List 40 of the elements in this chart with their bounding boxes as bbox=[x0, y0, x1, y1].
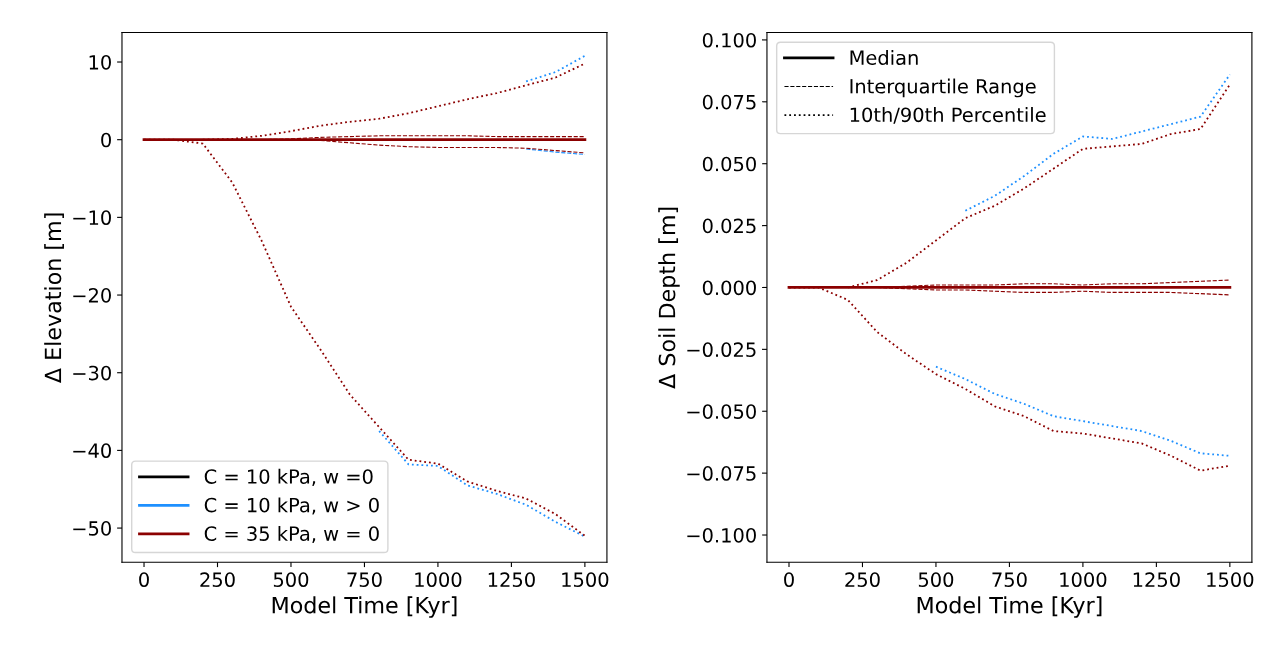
y-tick-label: −0.025 bbox=[687, 342, 756, 358]
y-tick-label: −0.075 bbox=[687, 466, 756, 481]
y-tick-label: −40 bbox=[73, 443, 111, 459]
y-tick-label: −0.100 bbox=[687, 527, 756, 543]
y-tick-label: −0.050 bbox=[687, 404, 756, 419]
x-tick-label: 250 bbox=[845, 572, 880, 588]
x-tick-label: 0 bbox=[784, 572, 794, 588]
y-tick-label: −30 bbox=[73, 365, 111, 381]
x-tick-label: 500 bbox=[273, 572, 309, 588]
legend-label: C = 10 kPa, w > 0 bbox=[204, 497, 379, 515]
x-tick-label: 250 bbox=[200, 572, 235, 588]
y-tick-label: −10 bbox=[73, 210, 111, 226]
legend-label: 10th/90th Percentile bbox=[850, 107, 1046, 124]
x-tick-label: 1000 bbox=[1060, 572, 1107, 588]
y-tick-label: −20 bbox=[73, 288, 111, 303]
x-tick-label: 1500 bbox=[562, 572, 609, 588]
x-axis-title: Model Time [Kyr] bbox=[272, 596, 457, 618]
legend-label: C = 10 kPa, w =0 bbox=[204, 468, 373, 486]
legend-label: Median bbox=[850, 50, 918, 66]
x-tick-label: 500 bbox=[918, 572, 954, 588]
y-tick-label: 0.100 bbox=[702, 32, 756, 48]
y-axis-title: Δ Soil Depth [m] bbox=[658, 207, 680, 389]
y-tick-label: 0.000 bbox=[702, 280, 756, 296]
legend-label: Interquartile Range bbox=[850, 78, 1036, 98]
x-tick-label: 0 bbox=[139, 572, 149, 588]
x-axis-title: Model Time [Kyr] bbox=[917, 596, 1102, 618]
x-tick-label: 750 bbox=[347, 572, 382, 588]
x-tick-label: 1250 bbox=[488, 572, 535, 588]
x-tick-label: 1250 bbox=[1133, 572, 1180, 588]
y-tick-label: 0 bbox=[101, 132, 111, 148]
x-tick-label: 1000 bbox=[415, 572, 462, 588]
x-tick-label: 1500 bbox=[1207, 572, 1254, 588]
y-axis-title: Δ Elevation [m] bbox=[44, 213, 64, 383]
legend-label: C = 35 kPa, w = 0 bbox=[204, 525, 379, 543]
y-tick-label: −50 bbox=[73, 521, 111, 536]
x-tick-label: 750 bbox=[992, 572, 1027, 588]
y-tick-label: 0.025 bbox=[702, 218, 756, 234]
y-tick-label: 0.075 bbox=[702, 94, 756, 110]
y-tick-label: 10 bbox=[89, 54, 111, 70]
y-tick-label: 0.050 bbox=[702, 156, 756, 172]
